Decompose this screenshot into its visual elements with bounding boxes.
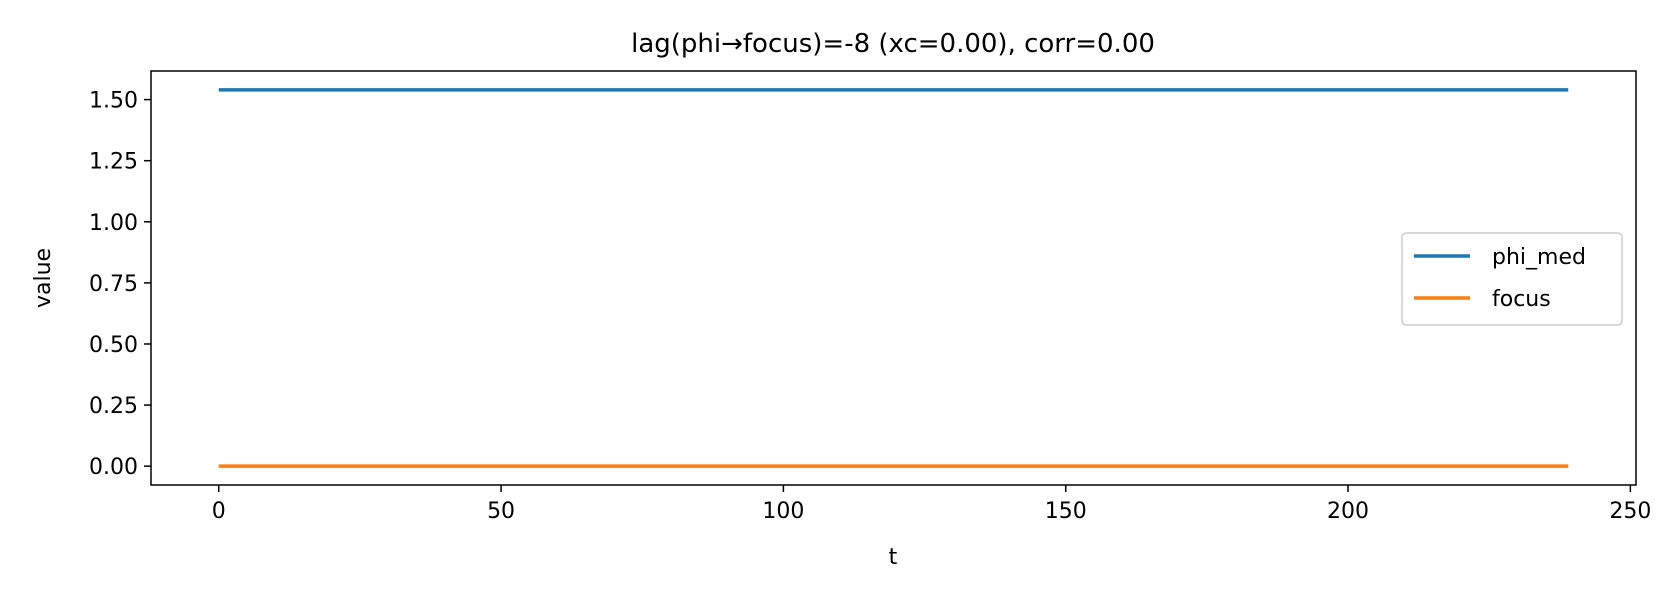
legend-label-phi-med: phi_med	[1492, 245, 1586, 270]
x-tick-label: 100	[762, 499, 804, 524]
x-tick-label: 250	[1609, 499, 1651, 524]
series-layer	[218, 88, 1569, 468]
x-tick-label: 150	[1045, 499, 1087, 524]
y-axis: 0.00 0.25 0.50 0.75 1.00 1.25 1.50	[89, 89, 151, 480]
x-tick-label: 0	[212, 499, 226, 524]
y-tick-label: 1.00	[89, 211, 138, 236]
y-tick-label: 0.75	[89, 272, 138, 297]
y-tick-label: 1.50	[89, 89, 138, 114]
x-tick-label: 50	[487, 499, 515, 524]
chart-title: lag(phi→focus)=-8 (xc=0.00), corr=0.00	[631, 29, 1155, 59]
y-tick-label: 1.25	[89, 150, 138, 175]
x-axis: 0 50 100 150 200 250	[212, 485, 1651, 524]
x-tick-label: 200	[1327, 499, 1369, 524]
plot-frame	[150, 70, 1637, 486]
legend-label-focus: focus	[1492, 287, 1551, 312]
y-tick-label: 0.00	[89, 455, 138, 480]
x-axis-label: t	[889, 545, 898, 570]
y-tick-label: 0.25	[89, 394, 138, 419]
y-axis-label: value	[31, 248, 56, 308]
y-tick-label: 0.50	[89, 333, 138, 358]
